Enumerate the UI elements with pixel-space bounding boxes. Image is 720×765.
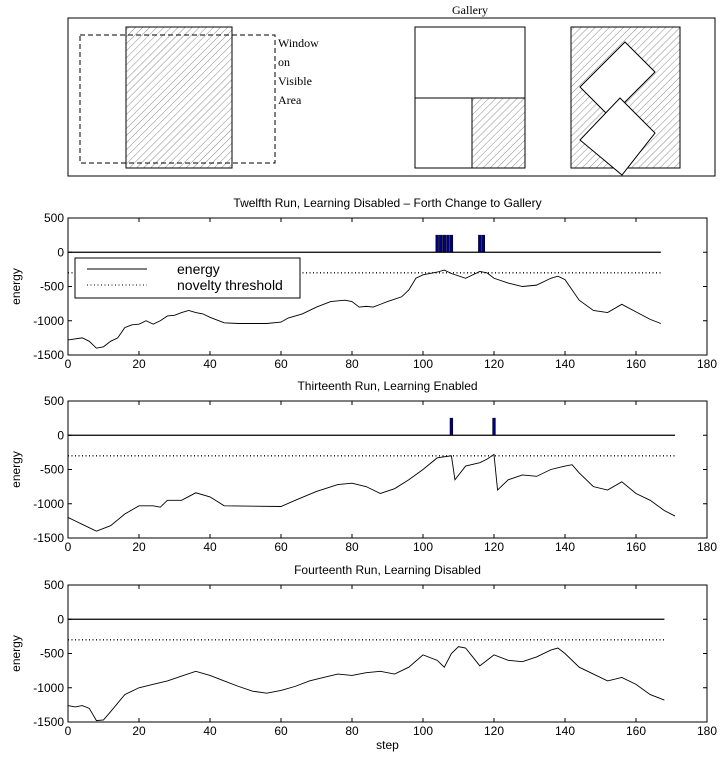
chart-title: Fourteenth Run, Learning Disabled (294, 563, 481, 577)
x-tick-label: 40 (203, 357, 217, 371)
x-tick-label: 120 (484, 357, 504, 371)
chart-title: Thirteenth Run, Learning Enabled (297, 379, 477, 393)
window-outline (79, 34, 276, 164)
x-tick-label: 40 (203, 540, 217, 554)
y-tick-label: 0 (57, 428, 64, 442)
series-line (67, 646, 665, 722)
x-tick-label: 140 (555, 724, 575, 738)
chart-title: Twelfth Run, Learning Disabled – Forth C… (233, 196, 541, 210)
y-tick-label: 0 (57, 245, 64, 259)
plot-frame (67, 400, 708, 539)
y-tick-label: 500 (44, 211, 64, 225)
gallery-diagram: Gallery Window on Visible Area (67, 3, 716, 177)
x-tick-label: 80 (345, 357, 359, 371)
x-tick-label: 0 (65, 540, 72, 554)
y-tick-label: -1500 (33, 531, 64, 545)
x-tick-label: 140 (555, 357, 575, 371)
y-tick-label: -500 (40, 463, 64, 477)
y-tick-label: 500 (44, 394, 64, 408)
y-tick-label: -1000 (33, 497, 64, 511)
x-tick-label: 140 (555, 540, 575, 554)
series-line (67, 453, 676, 532)
window-label: Window (278, 36, 319, 50)
novelty-bar (492, 417, 496, 436)
novelty-bar (449, 234, 454, 253)
novelty-bar (449, 417, 454, 436)
x-tick-label: 180 (697, 724, 717, 738)
x-tick-label: 120 (484, 724, 504, 738)
y-tick-label: -1500 (33, 348, 64, 362)
x-tick-label: 160 (626, 540, 646, 554)
novelty-bar (439, 234, 443, 253)
y-tick-label: 0 (57, 612, 64, 626)
y-tick-label: -500 (40, 280, 64, 294)
novelty-bar (481, 234, 486, 253)
y-tick-label: -500 (40, 647, 64, 661)
novelty-bar (478, 234, 482, 253)
y-tick-label: 500 (44, 578, 64, 592)
novelty-bar (446, 234, 450, 253)
y-tick-label: -1000 (33, 681, 64, 695)
x-tick-label: 80 (345, 724, 359, 738)
x-tick-label: 0 (65, 724, 72, 738)
x-tick-label: 100 (413, 540, 433, 554)
x-tick-label: 20 (132, 357, 146, 371)
hatched-area (125, 26, 233, 169)
x-tick-label: 180 (697, 357, 717, 371)
gallery-title: Gallery (452, 3, 488, 17)
x-tick-label: 40 (203, 724, 217, 738)
x-tick-label: 160 (626, 357, 646, 371)
diamond (579, 97, 656, 176)
x-axis-label: step (376, 738, 399, 752)
x-tick-label: 160 (626, 724, 646, 738)
y-tick-label: -1000 (33, 314, 64, 328)
x-tick-label: 0 (65, 357, 72, 371)
y-axis-label: energy (9, 268, 23, 305)
x-tick-label: 180 (697, 540, 717, 554)
x-tick-label: 100 (413, 357, 433, 371)
window-label: Area (278, 93, 302, 107)
window-label: on (278, 55, 290, 69)
y-axis-label: energy (9, 451, 23, 488)
x-tick-label: 100 (413, 724, 433, 738)
hatched-area (471, 97, 526, 169)
charts: Twelfth Run, Learning Disabled – Forth C… (9, 196, 717, 752)
y-tick-label: -1500 (33, 715, 64, 729)
series-line (67, 269, 662, 349)
x-tick-label: 60 (274, 540, 288, 554)
legend-label: novelty threshold (177, 277, 283, 293)
layout-block (414, 26, 526, 99)
novelty-bar (442, 234, 446, 253)
plot-frame (67, 584, 708, 723)
x-tick-label: 80 (345, 540, 359, 554)
layout-block (414, 97, 473, 169)
x-tick-label: 60 (274, 724, 288, 738)
x-tick-label: 20 (132, 724, 146, 738)
gallery-frame (67, 17, 716, 177)
novelty-bar (435, 234, 439, 253)
x-tick-label: 120 (484, 540, 504, 554)
legend-label: energy (177, 261, 220, 277)
y-axis-label: energy (9, 635, 23, 672)
legend-box (74, 257, 301, 299)
window-label: Visible (278, 74, 312, 88)
x-tick-label: 60 (274, 357, 288, 371)
x-tick-label: 20 (132, 540, 146, 554)
